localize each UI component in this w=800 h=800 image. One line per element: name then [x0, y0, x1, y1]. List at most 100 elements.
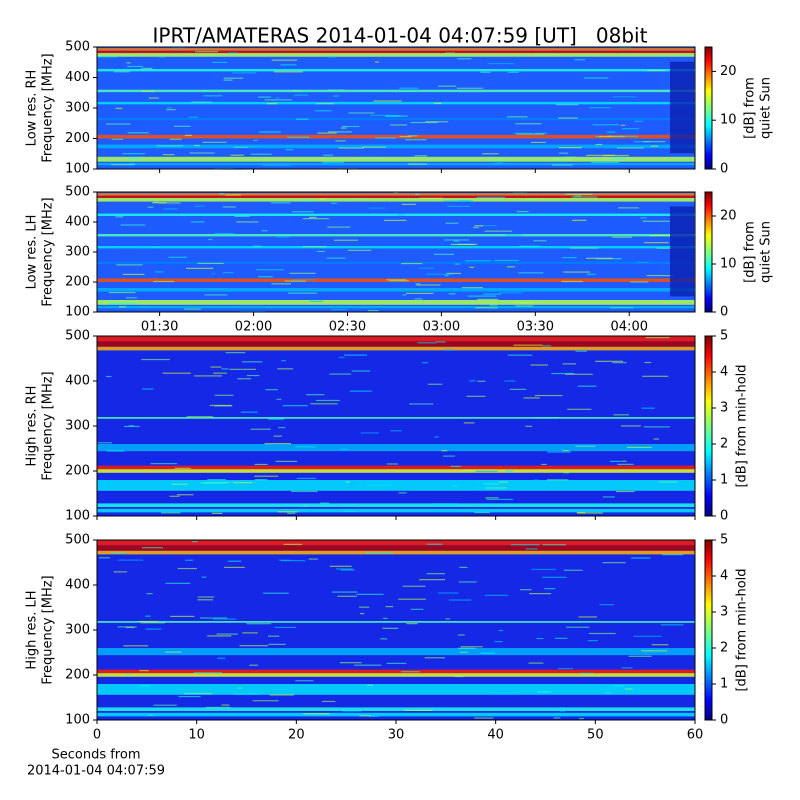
spectrogram-speck — [513, 344, 543, 346]
spectrogram-speck — [476, 196, 505, 199]
spectrogram-speck — [97, 56, 118, 58]
spectrogram-speck — [386, 463, 398, 465]
spectrogram-speck — [544, 588, 556, 590]
y-axis-label: High res. LH — [25, 590, 40, 669]
spectrogram-speck — [124, 425, 140, 428]
spectrogram-speck — [499, 292, 523, 294]
spectrogram-speck — [291, 490, 318, 493]
spectrogram-speck — [599, 604, 615, 606]
y-tick-label: 200 — [65, 131, 90, 146]
spectrogram-speck — [242, 632, 258, 634]
spectrogram-speck — [158, 56, 165, 58]
spectrogram-speck — [309, 300, 323, 302]
spectrogram-speck — [184, 134, 192, 137]
spectrogram-speck — [518, 272, 544, 274]
spectrogram-speck — [329, 565, 352, 567]
spectrogram-speck — [402, 294, 407, 296]
spectrogram-speck — [571, 196, 598, 198]
spectrogram-speck — [434, 436, 439, 438]
spectrogram-speck — [585, 257, 613, 259]
spectrogram-speck — [222, 206, 236, 208]
spectrogram-speck — [629, 281, 649, 283]
spectrogram-speck — [171, 483, 188, 485]
spectrogram-speck — [281, 360, 286, 362]
spectrogram-speck — [504, 380, 516, 382]
spectrogram-speck — [462, 469, 476, 471]
spectrogram-speck — [529, 593, 552, 595]
spectrogram-speck — [329, 373, 352, 375]
spectrogram-speck — [433, 102, 442, 104]
spectrogram-speck — [360, 612, 365, 615]
spectrogram-speck — [405, 292, 434, 294]
y-tick-label: 200 — [65, 464, 90, 479]
spectrogram-speck — [222, 271, 234, 274]
colorbar-tick-label: 1 — [720, 473, 728, 488]
spectrogram-speck — [213, 372, 227, 374]
spectrogram-speck — [116, 264, 143, 266]
spectrogram-speck — [277, 368, 294, 370]
spectrogram-speck — [321, 700, 336, 703]
spectrogram-band — [97, 234, 695, 237]
spectrogram-speck — [651, 644, 669, 646]
spectrogram-speck — [223, 79, 233, 81]
spectrogram-speck — [645, 336, 670, 339]
spectrogram-speck — [328, 89, 345, 91]
spectrogram-speck — [250, 153, 272, 155]
spectrogram-speck — [618, 207, 640, 209]
spectrogram-speck — [537, 691, 552, 693]
colorbar — [704, 335, 713, 517]
y-tick-label: 200 — [65, 668, 90, 683]
spectrogram-speck — [265, 389, 278, 391]
spectrogram-speck — [393, 192, 399, 194]
spectrogram-speck — [282, 405, 308, 407]
spectrogram-speck — [610, 460, 622, 462]
spectrogram-speck — [374, 61, 379, 63]
spectrogram-speck — [145, 615, 151, 617]
spectrogram-speck — [569, 247, 599, 249]
spectrogram-speck — [221, 368, 229, 370]
spectrogram-speck — [383, 219, 407, 221]
colorbar-tick-label: 4 — [720, 569, 728, 584]
spectrogram-speck — [390, 430, 402, 432]
spectrogram-speck — [507, 354, 533, 356]
spectrogram-speck — [660, 624, 684, 626]
spectrogram-speck — [369, 715, 379, 718]
spectrogram-speck — [523, 397, 540, 399]
spectrogram-speck — [139, 685, 150, 687]
spectrogram-speck — [334, 239, 359, 241]
spectrogram-speck — [498, 481, 508, 483]
y-tick-label: 400 — [65, 374, 90, 389]
spectrogram-speck — [289, 272, 316, 274]
spectrogram-speck — [469, 266, 475, 268]
spectrogram-speck — [580, 672, 594, 675]
spectrogram-speck — [445, 52, 455, 54]
spectrogram-speck — [169, 495, 180, 497]
spectrogram-speck — [466, 395, 486, 397]
spectrogram-speck — [472, 226, 479, 229]
spectrogram-band — [97, 156, 695, 162]
spectrogram-speck — [314, 713, 332, 715]
spectrogram-speck — [294, 94, 309, 96]
spectrogram-speck — [225, 194, 241, 196]
spectrogram-speck — [338, 147, 365, 149]
y-axis-label: Frequency [MHz] — [41, 575, 56, 684]
spectrogram-speck — [454, 675, 464, 678]
spectrogram-speck — [556, 104, 579, 106]
spectrogram-speck — [633, 635, 662, 637]
spectrogram-speck — [122, 273, 145, 276]
spectrogram-speck — [441, 450, 448, 452]
spectrogram-speck — [457, 634, 465, 636]
y-tick-label: 400 — [65, 215, 90, 230]
x-tick-label: 50 — [587, 728, 604, 743]
spectrogram-speck — [108, 291, 136, 294]
spectrogram-speck — [506, 234, 523, 236]
spectrogram-speck — [437, 85, 457, 87]
spectrogram-speck — [564, 373, 593, 375]
spectrogram-speck — [303, 218, 329, 220]
spectrogram-speck — [546, 479, 569, 481]
spectrogram-speck — [475, 470, 498, 473]
y-tick-label: 300 — [65, 101, 90, 116]
spectrogram-speck — [331, 309, 348, 311]
spectrogram-speck — [177, 494, 194, 496]
spectrogram-speck — [359, 715, 371, 717]
